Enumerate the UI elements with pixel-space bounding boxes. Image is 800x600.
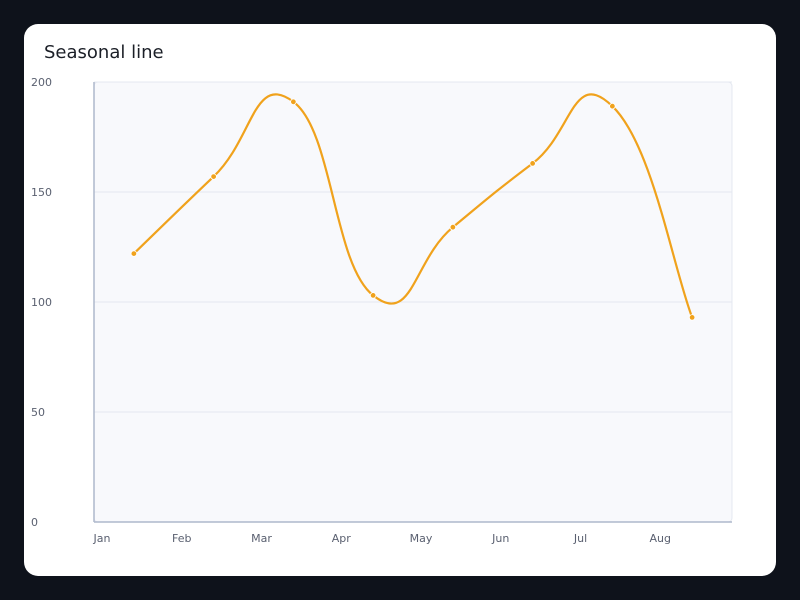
x-tick-label: Aug bbox=[650, 532, 671, 545]
x-tick-label: Jun bbox=[491, 532, 509, 545]
y-tick-label: 0 bbox=[31, 516, 38, 529]
data-point bbox=[688, 314, 696, 321]
data-point bbox=[609, 102, 616, 110]
data-point bbox=[290, 98, 297, 105]
chart-card: Seasonal line 0 50 100 150 200 Jan Feb Mar Apr Ma… bbox=[24, 24, 776, 576]
data-point bbox=[210, 173, 217, 180]
y-tick-label: 150 bbox=[31, 186, 52, 199]
y-tick-label: 200 bbox=[31, 76, 52, 89]
x-tick-label: Feb bbox=[172, 532, 191, 545]
x-tick-label: Apr bbox=[332, 532, 352, 545]
x-tick-label: May bbox=[410, 532, 433, 545]
data-point bbox=[529, 160, 536, 167]
data-point bbox=[130, 250, 138, 257]
x-tick-label: Jul bbox=[573, 532, 587, 545]
chart-title: Seasonal line bbox=[44, 42, 164, 63]
x-tick-label: Jan bbox=[93, 532, 111, 545]
line-chart: 0 50 100 150 200 Jan Feb Mar Apr May Jun Jul Aug bbox=[31, 76, 733, 545]
y-tick-label: 50 bbox=[31, 406, 45, 419]
data-point bbox=[449, 223, 457, 231]
y-tick-label: 100 bbox=[31, 296, 52, 309]
x-tick-label: Mar bbox=[251, 532, 272, 545]
data-point bbox=[369, 292, 377, 299]
